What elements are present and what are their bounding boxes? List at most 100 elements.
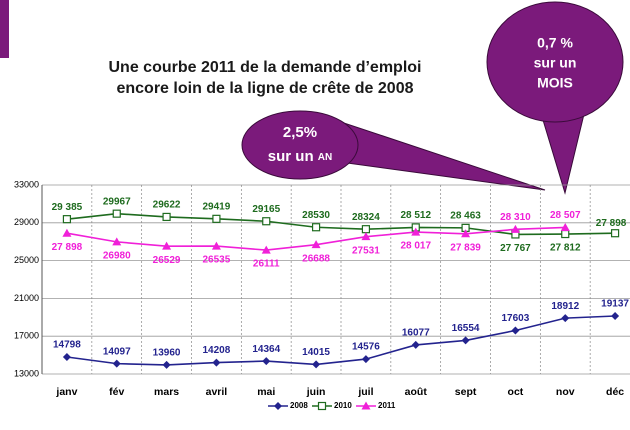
- data-label: 27 839: [450, 242, 481, 253]
- point: [461, 336, 470, 345]
- chart-title: Une courbe 2011 de la demande d’emploi: [109, 59, 422, 76]
- callout-text: sur un AN: [268, 148, 332, 165]
- point: [112, 209, 121, 218]
- data-label: 29419: [203, 201, 231, 212]
- point: [211, 241, 221, 250]
- data-label: 19137: [601, 299, 629, 310]
- data-label: 28 017: [400, 241, 431, 252]
- point: [610, 229, 620, 238]
- callout-text: MOIS: [537, 75, 573, 91]
- data-label: 26688: [302, 253, 330, 264]
- y-tick-label: 25000: [14, 255, 39, 265]
- legend-label: 2010: [334, 401, 352, 410]
- callout-text: AN: [318, 152, 332, 163]
- data-label: 26529: [153, 255, 181, 266]
- legend-label: 2011: [378, 401, 396, 410]
- data-label: 28530: [302, 210, 330, 221]
- point: [312, 360, 321, 369]
- point: [361, 401, 371, 410]
- point: [311, 223, 321, 232]
- data-label: 16554: [452, 323, 480, 334]
- x-tick-label: mars: [154, 386, 179, 398]
- y-tick-label: 17000: [14, 331, 39, 341]
- point: [262, 217, 271, 226]
- data-label: 14097: [103, 346, 131, 357]
- x-tick-label: déc: [606, 386, 624, 398]
- data-label: 14364: [252, 344, 280, 355]
- point: [510, 224, 520, 233]
- callout-text: 2,5%: [283, 124, 317, 141]
- x-tick-label: avril: [206, 386, 228, 398]
- x-tick-label: janv: [55, 386, 77, 398]
- callout-text: 0,7 %: [537, 35, 573, 51]
- data-label: 26111: [253, 259, 280, 270]
- point: [561, 314, 570, 323]
- data-label: 28 310: [500, 212, 531, 223]
- decoration: [0, 0, 9, 58]
- point: [212, 358, 221, 367]
- data-label: 28 463: [450, 211, 481, 222]
- data-label: 14015: [302, 347, 330, 358]
- callout: 0,7 % sur un MOIS: [486, 1, 624, 195]
- point: [511, 326, 520, 335]
- data-label: 27 767: [500, 243, 531, 254]
- point: [361, 225, 371, 234]
- point: [274, 402, 282, 410]
- data-label: 28 507: [550, 210, 581, 221]
- data-label: 18912: [551, 301, 579, 312]
- series-line: [66, 212, 616, 236]
- x-tick-label: août: [405, 386, 428, 398]
- point: [62, 215, 72, 224]
- data-label: 27 812: [550, 243, 581, 254]
- x-tick-label: juin: [306, 386, 326, 398]
- x-tick-label: juil: [357, 386, 373, 398]
- data-label: 28 512: [400, 210, 431, 221]
- point: [262, 357, 271, 366]
- legend-label: 2008: [290, 401, 308, 410]
- point: [561, 229, 570, 239]
- data-label: 14208: [203, 345, 231, 356]
- point: [212, 214, 221, 223]
- data-label: 26980: [103, 251, 131, 262]
- callout-text: sur un: [268, 148, 314, 165]
- point: [261, 245, 271, 254]
- point: [317, 401, 327, 411]
- y-tick-label: 21000: [14, 293, 39, 303]
- data-label: 26535: [203, 255, 231, 266]
- y-tick-label: 13000: [14, 368, 39, 378]
- data-label: 27 898: [52, 242, 83, 253]
- point: [361, 232, 371, 241]
- callout: 2,5% sur un AN: [241, 110, 546, 191]
- y-tick-label: 33000: [14, 179, 39, 189]
- data-label: 29622: [153, 200, 181, 211]
- callout-text: sur un: [534, 55, 577, 71]
- data-label: 29 385: [52, 202, 83, 213]
- point: [560, 222, 570, 231]
- point: [162, 241, 172, 250]
- y-tick-label: 29000: [14, 217, 39, 227]
- data-label: 27 898: [596, 218, 627, 229]
- data-label: 14576: [352, 342, 380, 353]
- x-tick-label: fév: [109, 386, 124, 398]
- data-label: 17603: [502, 313, 530, 324]
- x-tick-label: mai: [257, 386, 275, 398]
- data-label: 28324: [352, 212, 380, 223]
- point: [162, 212, 171, 222]
- point: [411, 340, 420, 349]
- data-label: 29165: [252, 204, 280, 215]
- point: [311, 240, 321, 249]
- point: [461, 229, 471, 238]
- data-label: 14798: [53, 340, 81, 351]
- x-tick-label: sept: [455, 386, 477, 398]
- point: [112, 237, 122, 246]
- series-line: [66, 315, 616, 366]
- data-label: 27531: [352, 245, 380, 256]
- point: [62, 228, 72, 237]
- x-tick-label: oct: [508, 386, 524, 398]
- x-tick-label: nov: [556, 386, 575, 398]
- data-label: 16077: [402, 328, 430, 339]
- point: [411, 227, 421, 236]
- chart-title: encore loin de la ligne de crête de 2008: [116, 80, 413, 97]
- point: [112, 359, 121, 368]
